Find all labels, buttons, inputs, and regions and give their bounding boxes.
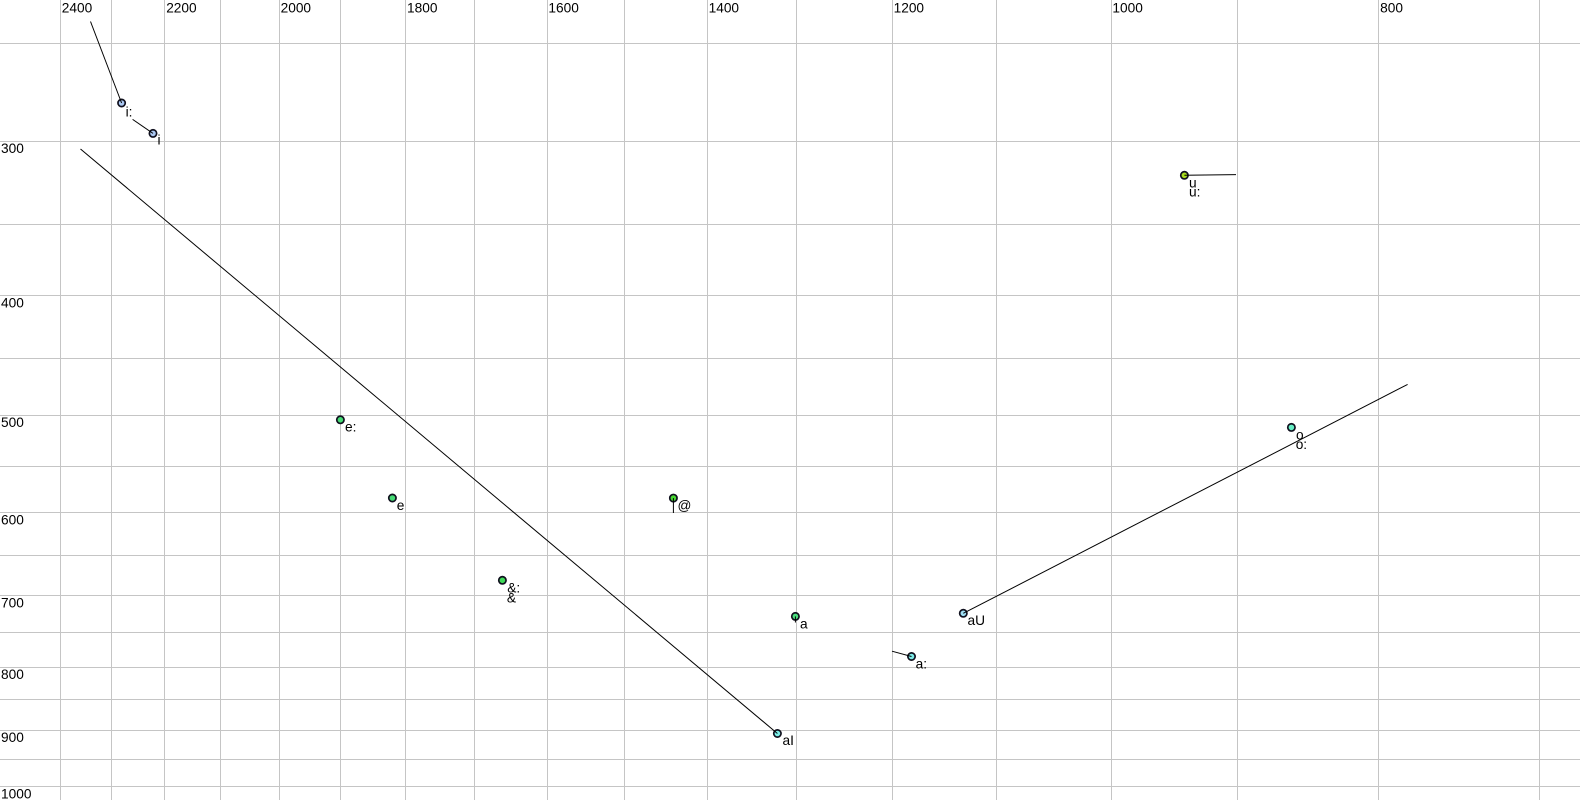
svg-text:900: 900 [1, 730, 24, 745]
svg-text:u: u [1189, 175, 1197, 190]
svg-text:300: 300 [1, 141, 24, 156]
svg-text:1400: 1400 [709, 1, 740, 16]
svg-text:&:: &: [507, 581, 520, 596]
svg-text:aU: aU [968, 613, 986, 628]
svg-text:1200: 1200 [894, 1, 925, 16]
svg-text:700: 700 [1, 595, 24, 610]
svg-text:500: 500 [1, 415, 24, 430]
svg-text:1600: 1600 [548, 1, 579, 16]
svg-text:1000: 1000 [1, 787, 32, 800]
svg-text:a: a [800, 617, 808, 632]
svg-text:800: 800 [1380, 1, 1403, 16]
svg-text:@: @ [678, 498, 692, 513]
svg-text:2000: 2000 [281, 1, 312, 16]
svg-text:aI: aI [783, 733, 794, 748]
svg-text:1800: 1800 [407, 1, 438, 16]
svg-text:o:: o: [1296, 437, 1307, 452]
svg-text:&: & [507, 590, 516, 605]
svg-text:400: 400 [1, 295, 24, 310]
svg-text:i:: i: [126, 105, 133, 120]
svg-text:e:: e: [345, 419, 356, 434]
svg-text:a:: a: [916, 656, 927, 671]
svg-text:i: i [158, 133, 161, 148]
svg-text:800: 800 [1, 667, 24, 682]
svg-text:1000: 1000 [1112, 1, 1143, 16]
svg-text:2200: 2200 [166, 1, 197, 16]
svg-text:e: e [397, 498, 405, 513]
svg-text:o: o [1296, 428, 1304, 443]
svg-text:2400: 2400 [62, 1, 93, 16]
svg-text:600: 600 [1, 513, 24, 528]
svg-text:u:: u: [1189, 185, 1200, 200]
